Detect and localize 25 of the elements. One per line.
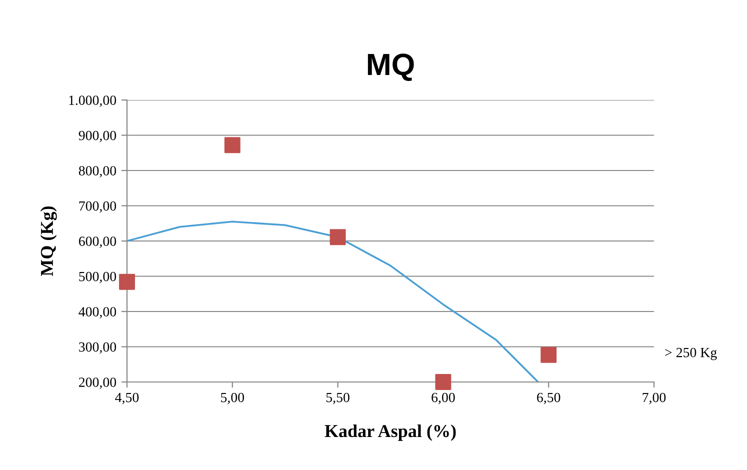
chart-title: MQ [368, 54, 414, 82]
x-tick-label: 5,00 [221, 392, 244, 404]
text: > 250 Kg [665, 348, 717, 360]
y-tick-label: 1.000,00 [69, 96, 116, 107]
y-tick-label: 300,00 [79, 342, 116, 354]
x-tick-label: 6,50 [537, 392, 560, 404]
y-tick-label: 200,00 [79, 378, 116, 389]
point [330, 229, 346, 246]
x-axis-title: Kadar Aspal (%) [324, 424, 456, 441]
y-tick-label: 800,00 [78, 166, 116, 178]
y-tick-label: 900,00 [78, 130, 116, 142]
x-tick-label: 7,00 [642, 392, 666, 404]
point [119, 274, 135, 290]
point [540, 346, 557, 363]
y-tick-label: 500,00 [79, 272, 116, 284]
x-tick-label: 6,00 [432, 392, 455, 404]
y-tick-label: 600,00 [78, 236, 116, 248]
point [435, 374, 452, 390]
x-tick-label: 5,50 [326, 392, 350, 404]
x-tick-label: 4,50 [115, 392, 139, 404]
y-tick-label: 400,00 [78, 307, 116, 318]
point [224, 137, 240, 154]
y-tick-label: 700,00 [79, 201, 116, 213]
line-series [127, 220, 539, 382]
y-axis-title: MQ (Kg) [40, 206, 57, 276]
